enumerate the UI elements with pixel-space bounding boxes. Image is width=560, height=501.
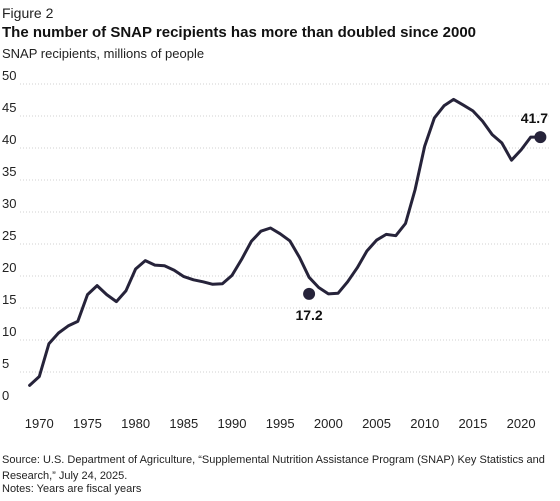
notes: Notes: Years are fiscal years [2, 483, 142, 495]
x-tick-label-1990: 1990 [218, 416, 247, 431]
y-tick-label-50: 50 [2, 70, 16, 83]
x-tick-label-2020: 2020 [507, 416, 536, 431]
y-tick-label-35: 35 [2, 164, 16, 179]
x-tick-label-2000: 2000 [314, 416, 343, 431]
y-tick-label-20: 20 [2, 260, 16, 275]
y-tick-label-40: 40 [2, 132, 16, 147]
x-tick-label-2005: 2005 [362, 416, 391, 431]
y-tick-label-30: 30 [2, 196, 16, 211]
y-tick-label-25: 25 [2, 228, 16, 243]
annotation-marker-2022 [534, 131, 547, 144]
grid-layer [20, 83, 550, 373]
annotation-label-1998: 17.2 [295, 307, 322, 323]
axis-layer: 0 5 10 15 20 25 30 35 40 45 50 1970 1975 1980 1985 1990… [2, 70, 536, 431]
y-tick-label-0: 0 [2, 388, 9, 403]
y-tick-label-15: 15 [2, 292, 16, 307]
figure-label: Figure 2 [2, 5, 54, 21]
x-tick-label-1995: 1995 [266, 416, 295, 431]
x-tick-label-1970: 1970 [25, 416, 54, 431]
x-tick-label-2015: 2015 [458, 416, 487, 431]
x-tick-label-1980: 1980 [121, 416, 150, 431]
chart-title: The number of SNAP recipients has more t… [2, 24, 477, 41]
x-tick-label-2010: 2010 [410, 416, 439, 431]
source-note: Source: U.S. Department of Agriculture, … [2, 454, 545, 482]
series-line-0 [28, 97, 542, 387]
annotation-marker-1998 [303, 287, 316, 300]
y-tick-label-5: 5 [2, 356, 9, 371]
x-tick-label-1975: 1975 [73, 416, 102, 431]
chart-subtitle: SNAP recipients, millions of people [2, 46, 205, 61]
line-chart: 0 5 10 15 20 25 30 35 40 45 50 1970 1975 1980 1985 1990… [2, 70, 550, 431]
x-tick-label-1985: 1985 [169, 416, 198, 431]
annotation-label-2022: 41.7 [521, 110, 548, 126]
series-layer [28, 97, 542, 387]
annotation-layer: 17.2 41.7 [295, 110, 548, 323]
y-tick-label-10: 10 [2, 324, 16, 339]
y-tick-label-45: 45 [2, 100, 16, 115]
